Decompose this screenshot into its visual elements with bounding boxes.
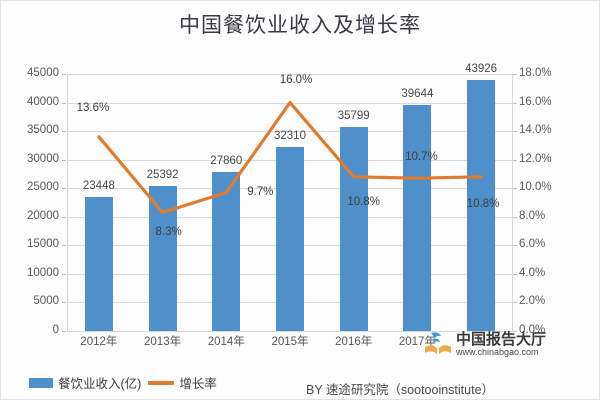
y-axis-left-tick: 20000 [27, 209, 59, 222]
line-swatch-icon [148, 380, 175, 385]
open-book-logo-icon [423, 330, 453, 360]
y-axis-right-tickmark [513, 131, 517, 133]
y-axis-right-tickmark [513, 102, 517, 104]
watermark-url: www.chinabgao.com [456, 347, 539, 358]
bar[interactable] [403, 104, 432, 331]
y-axis-left-tickmark [62, 331, 66, 332]
y-axis-right-tick: 0.0% [519, 324, 546, 336]
y-axis-right-tickmark [513, 273, 517, 275]
y-axis-right-tick: 6.0% [519, 238, 546, 251]
y-axis-right-tickmark [513, 331, 517, 332]
y-axis-left-tick: 15000 [27, 238, 59, 251]
y-axis-left-tickmark [62, 245, 66, 247]
x-axis-tick: 2012年 [80, 336, 118, 348]
y-axis-right-tickmark [513, 74, 517, 75]
bar-value-label: 25392 [146, 169, 179, 181]
source-note: BY 速途研究院（sootooinstitute） [306, 383, 495, 397]
bar[interactable] [84, 197, 113, 331]
y-axis-left-tick: 45000 [27, 67, 59, 79]
rate-value-label: 8.3% [155, 225, 182, 238]
legend-label-revenue: 餐饮业收入(亿) [58, 377, 142, 391]
y-axis-right-tick: 10.0% [519, 181, 552, 194]
x-axis-tick: 2017年 [398, 336, 436, 348]
y-axis-left-tick: 30000 [27, 152, 59, 165]
x-axis-tick: 2013年 [144, 336, 182, 348]
y-axis-left-tick: 5000 [33, 295, 59, 308]
gridline [67, 74, 513, 75]
rate-value-label: 10.7% [405, 151, 438, 164]
y-axis-right-tickmark [513, 245, 517, 247]
y-axis-right-line [512, 74, 513, 331]
y-axis-left-tick: 10000 [27, 266, 59, 279]
rate-value-label: 10.8% [347, 195, 380, 208]
legend-label-growth: 增长率 [179, 377, 217, 391]
y-axis-left-tickmark [62, 216, 66, 218]
bar-value-label: 32310 [274, 129, 306, 142]
y-axis-right-tick: 4.0% [519, 266, 546, 279]
bar-swatch-icon [29, 377, 53, 388]
bar-value-label: 43926 [465, 63, 498, 76]
y-axis-left-tickmark [62, 302, 66, 304]
y-axis-right-tickmark [513, 188, 517, 190]
watermark: 中国报告大厅 www.chinabgao.com [423, 330, 546, 360]
y-axis-right-tick: 8.0% [519, 209, 546, 222]
y-axis-right-tickmark [513, 216, 517, 218]
chart-title: 中国餐饮业收入及增长率 [179, 13, 421, 37]
rate-value-label: 16.0% [279, 73, 313, 86]
y-axis-right-tick: 12.0% [519, 152, 552, 165]
watermark-name: 中国报告大厅 [456, 331, 547, 349]
bar-value-label: 23448 [82, 180, 115, 193]
y-axis-right-tickmark [513, 159, 517, 161]
y-axis-left-tick: 40000 [27, 95, 59, 108]
x-axis-tick: 2015年 [271, 336, 309, 348]
x-axis-tick: 2016年 [335, 336, 373, 348]
gridline [67, 102, 513, 104]
x-axis-tick: 2014年 [207, 336, 245, 348]
rate-value-label: 9.7% [247, 185, 274, 198]
y-axis-right-tick: 16.0% [519, 95, 552, 108]
gridline [67, 331, 513, 332]
y-axis-right-tick: 18.0% [519, 67, 552, 79]
rate-value-label: 13.6% [76, 101, 110, 114]
chart-legend: 餐饮业收入(亿) 增长率 [29, 373, 217, 392]
y-axis-left-tickmark [62, 102, 66, 104]
bar-value-label: 35799 [337, 109, 370, 122]
bar-value-label: 39644 [401, 87, 434, 100]
bar-value-label: 27860 [210, 154, 243, 167]
y-axis-left-tick: 35000 [27, 124, 59, 137]
bar[interactable] [148, 186, 177, 331]
bar[interactable] [276, 146, 304, 331]
y-axis-left-tick: 0 [52, 324, 59, 336]
y-axis-left-tickmark [62, 131, 66, 133]
y-axis-left-tickmark [62, 159, 66, 161]
y-axis-right-tick: 14.0% [519, 124, 552, 137]
y-axis-left-tickmark [62, 188, 66, 190]
plot-area: 23448 25392 27860 32310 35799 39644 43926 13.6… [67, 64, 513, 332]
y-axis-left-line [67, 74, 68, 331]
legend-item-revenue[interactable]: 餐饮业收入(亿) [29, 373, 141, 392]
y-axis-right-tickmark [513, 302, 517, 304]
y-axis-left-tick: 25000 [27, 181, 59, 194]
rate-value-label: 10.8% [466, 197, 500, 210]
y-axis-left-tickmark [62, 74, 66, 75]
y-axis-right-tick: 2.0% [519, 295, 546, 308]
y-axis-left-tickmark [62, 273, 66, 275]
bar[interactable] [339, 126, 368, 331]
legend-item-growth[interactable]: 增长率 [148, 373, 217, 392]
